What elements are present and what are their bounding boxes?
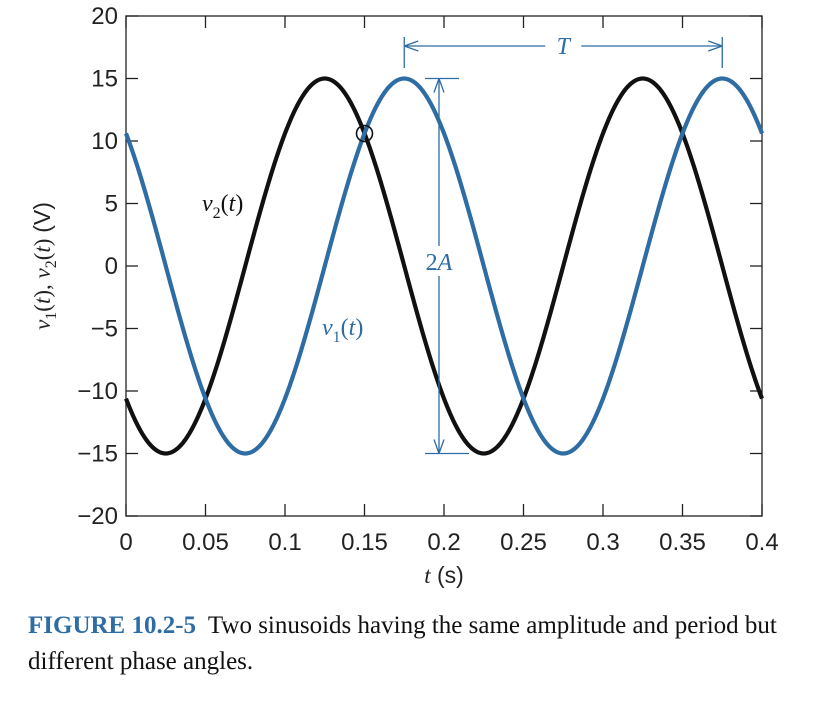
y-tick-label: 15	[91, 66, 118, 93]
period-arrowhead-left	[404, 40, 419, 52]
x-axis-label: t (s)	[424, 562, 464, 588]
y-tick-label: 5	[105, 191, 118, 218]
caption-text: Two sinusoids having the same amplitude …	[28, 612, 777, 675]
period-arrowhead-right	[708, 40, 723, 52]
series-line-v1	[124, 76, 764, 456]
y-axis-label: v1(t), v2(t) (V)	[29, 202, 60, 330]
x-tick-label: 0.4	[745, 529, 778, 556]
y-tick-label: −15	[77, 441, 118, 468]
series-label-v1: v1(t)	[322, 315, 363, 346]
x-tick-label: 0.2	[427, 529, 460, 556]
x-tick-label: 0	[119, 529, 132, 556]
x-tick-label: 0.3	[586, 529, 619, 556]
x-tick-label: 0.25	[500, 529, 547, 556]
chart-figure: 0 0.05 0.1 0.15 0.2 0.25 0.3 0.35 0.4 20 15 10 5 0 −5 −…	[29, 3, 779, 588]
amplitude-arrowhead-bottom	[433, 439, 445, 454]
x-tick-label: 0.05	[182, 529, 229, 556]
series-label-v2: v2(t)	[202, 191, 243, 222]
caption-label: FIGURE 10.2-5	[28, 612, 197, 639]
y-tick-label: 0	[105, 253, 118, 280]
y-tick-label: −20	[77, 503, 118, 530]
amplitude-label-bg	[417, 246, 461, 276]
period-label: T	[557, 34, 572, 60]
series-line-v2	[124, 76, 764, 456]
crossing-marker	[355, 124, 374, 143]
amplitude-label: 2A	[426, 250, 453, 276]
x-tick-label: 0.1	[268, 529, 301, 556]
y-tick-label: −5	[91, 316, 118, 343]
y-tick-label: 10	[91, 128, 118, 155]
y-tick-label: 20	[91, 3, 118, 30]
x-tick-label: 0.15	[341, 529, 388, 556]
amplitude-arrowhead-top	[433, 78, 445, 93]
x-tick-label: 0.35	[659, 529, 706, 556]
figure-caption: FIGURE 10.2-5 Two sinusoids having the s…	[28, 608, 808, 680]
y-tick-label: −10	[77, 378, 118, 405]
